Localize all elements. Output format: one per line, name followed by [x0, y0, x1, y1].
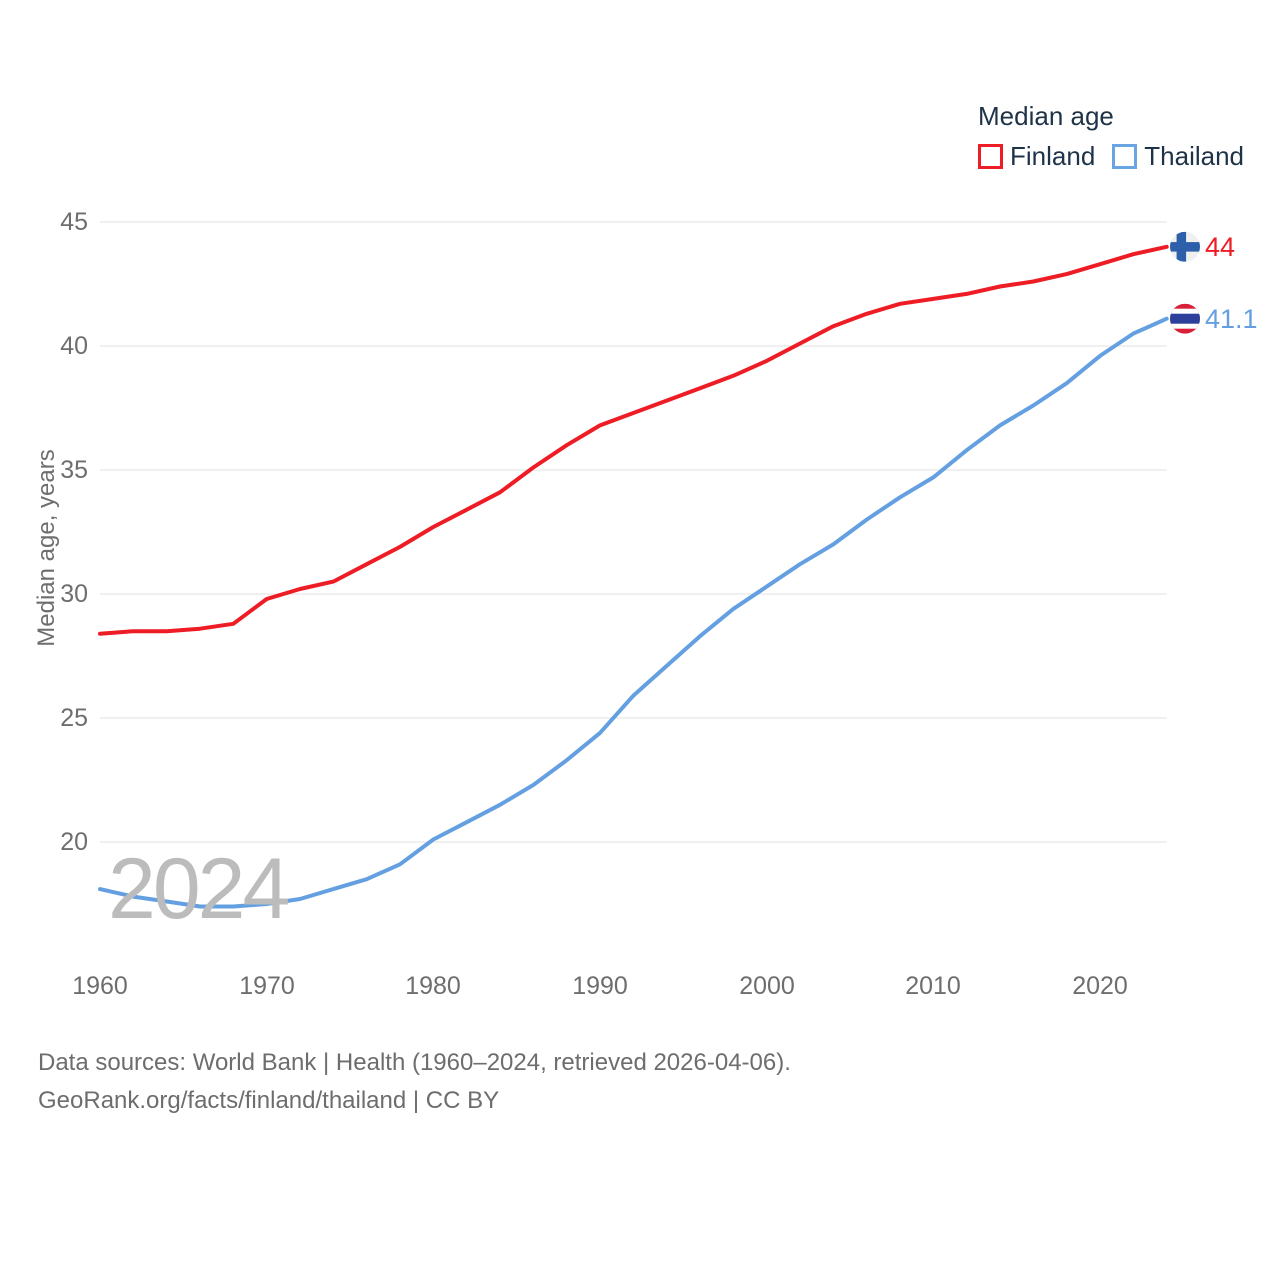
legend-label-thailand: Thailand: [1144, 141, 1245, 171]
gridlines: [100, 221, 1167, 843]
footer-sources-line: Data sources: World Bank | Health (1960–…: [38, 1049, 791, 1076]
thailand-line: [98, 316, 1169, 909]
x-tick-1980: 1980: [405, 972, 461, 1000]
footer-attribution-line: GeoRank.org/facts/finland/thailand | CC …: [38, 1087, 500, 1114]
legend-item-finland[interactable]: Finland: [978, 143, 1095, 170]
thailand-flag-icon: [1170, 303, 1200, 334]
x-tick-1960: 1960: [72, 972, 128, 1000]
y-tick-45: 45: [60, 208, 88, 236]
y-tick-30: 30: [60, 580, 88, 608]
y-tick-20: 20: [60, 828, 88, 856]
footer: Data sources: World Bank | Health (1960–…: [38, 1044, 791, 1120]
x-tick-2020: 2020: [1072, 972, 1128, 1000]
finland-end-value: 44: [1205, 232, 1236, 262]
legend-label-finland: Finland: [1010, 141, 1096, 171]
x-tick-1990: 1990: [572, 972, 628, 1000]
y-axis-title: Median age, years: [33, 449, 60, 647]
finland-flag-icon: [1170, 231, 1200, 262]
y-tick-35: 35: [60, 456, 88, 484]
finland-line: [98, 244, 1169, 636]
x-tick-2000: 2000: [739, 972, 795, 1000]
y-tick-40: 40: [60, 332, 88, 360]
legend-title: Median age: [978, 101, 1114, 131]
legend-item-thailand[interactable]: Thailand: [1112, 143, 1244, 170]
data-lines: [98, 244, 1169, 909]
y-tick-25: 25: [60, 704, 88, 732]
x-tick-1970: 1970: [239, 972, 295, 1000]
finland-swatch-icon: [978, 144, 1003, 169]
year-watermark: 2024: [108, 841, 290, 937]
legend: Finland Thailand: [978, 143, 1244, 170]
thailand-end-value: 41.1: [1205, 304, 1258, 334]
thailand-swatch-icon: [1112, 144, 1138, 169]
x-tick-2010: 2010: [905, 972, 961, 1000]
